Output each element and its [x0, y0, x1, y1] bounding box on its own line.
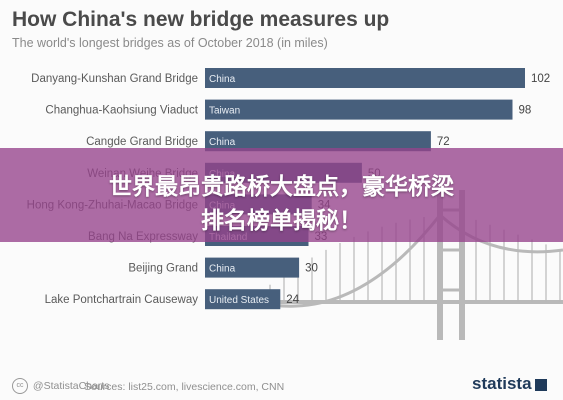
country-label: China [209, 74, 236, 85]
data-label: 98 [519, 105, 532, 117]
data-label: 102 [531, 73, 550, 85]
chart-subtitle: The world's longest bridges as of Octobe… [12, 36, 328, 50]
bar [205, 99, 513, 120]
bar [205, 131, 431, 152]
statista-logo-text: statista [472, 374, 532, 393]
sources-note: Sources: list25.com, livescience.com, CN… [84, 381, 285, 393]
country-label: United States [209, 295, 269, 306]
data-label: 30 [305, 263, 318, 275]
statista-logo[interactable]: statista [472, 374, 547, 394]
category-label: Lake Pontchartrain Causeway [45, 294, 199, 306]
category-label: Beijing Grand [128, 263, 198, 275]
statista-logo-icon [534, 378, 547, 391]
headline-line-1: 世界最昂贵路桥大盘点，豪华桥梁 [109, 174, 454, 200]
data-label: 72 [437, 136, 450, 148]
country-label: Taiwan [209, 106, 240, 117]
bar [205, 68, 525, 88]
headline-line-2: 排名榜单揭秘！ [201, 208, 362, 234]
cc-license-icon: cc [12, 378, 28, 394]
statista-handle-text: @StatistaCharts [32, 379, 110, 392]
headline-banner: 世界最昂贵路桥大盘点，豪华桥梁 排名榜单揭秘！ [0, 148, 563, 242]
category-label: Danyang-Kunshan Grand Bridge [31, 73, 198, 85]
bar [205, 289, 281, 310]
statista-handle[interactable]: cc @StatistaCharts [12, 378, 110, 394]
country-label: China [209, 264, 236, 275]
category-label: Cangde Grand Bridge [86, 136, 198, 148]
country-label: China [209, 137, 236, 148]
bar [205, 257, 300, 278]
chart-title: How China's new bridge measures up [12, 8, 390, 31]
category-label: Changhua-Kaohsiung Viaduct [45, 105, 198, 117]
data-label: 24 [286, 294, 299, 306]
